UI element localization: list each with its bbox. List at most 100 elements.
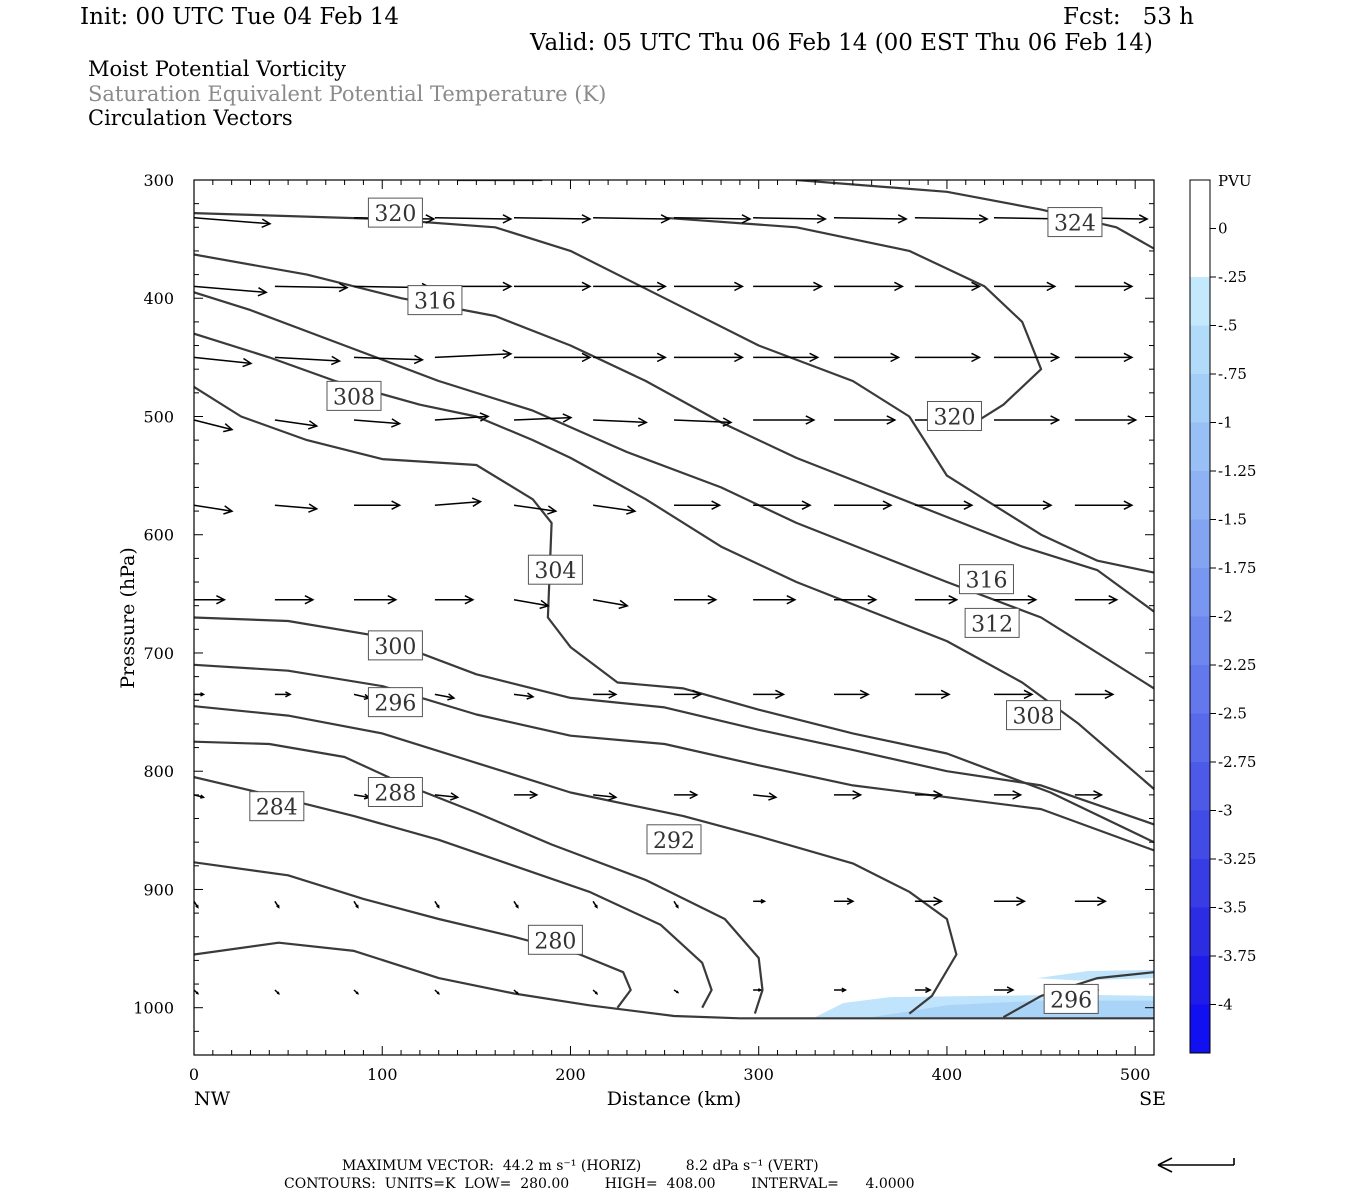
circulation-vector <box>593 419 647 424</box>
contour-label-box <box>646 824 702 855</box>
vector-head <box>1123 352 1134 363</box>
contour-info: CONTOURS: UNITS=K LOW= 280.00 HIGH= 408.… <box>284 1176 915 1192</box>
x-tick-label: 0 <box>189 1065 199 1084</box>
colorbar-swatch <box>1190 665 1210 714</box>
circulation-vector <box>833 217 907 220</box>
theta-contour <box>194 663 1154 852</box>
contour-label-text: 288 <box>374 782 416 807</box>
contour-label-box <box>1047 207 1103 238</box>
vector-head <box>1012 790 1023 800</box>
contour-label-box <box>326 380 382 411</box>
vector-head <box>786 595 797 605</box>
circulation-vector <box>193 217 271 225</box>
theta-contour <box>194 941 1154 1020</box>
contour-label: 296 <box>367 687 423 718</box>
vector-head <box>722 417 733 427</box>
x-tick-label: 400 <box>932 1065 963 1084</box>
contour-labels: 320 324 316 308 320 304 316 312 300 296 308 288 284 2… <box>249 197 1103 1014</box>
circulation-vector <box>353 693 370 699</box>
contour-label-box <box>249 791 305 822</box>
contour-label: 320 <box>367 197 423 228</box>
colorbar-label: -1.25 <box>1218 462 1256 480</box>
contour-label-text: 300 <box>374 635 416 660</box>
contour-label: 292 <box>646 824 702 855</box>
vector-head <box>741 214 752 224</box>
vector-head <box>618 599 629 610</box>
vector-head <box>886 415 897 425</box>
vector-head <box>1123 500 1134 510</box>
vector-head <box>223 423 234 433</box>
theta-contour <box>194 212 1154 574</box>
colorbar-swatch <box>1190 616 1210 666</box>
vector-head <box>562 413 573 423</box>
colorbar-label: -2.5 <box>1218 705 1247 723</box>
contour-label-text: 312 <box>971 612 1013 637</box>
plot-frame <box>193 179 1155 1056</box>
contour-label: 280 <box>527 924 583 955</box>
vector-head <box>338 282 349 293</box>
vector-head <box>809 352 820 363</box>
vector-head <box>971 281 982 292</box>
contour-label: 320 <box>926 400 982 431</box>
vector-head <box>1046 281 1057 292</box>
contour-label: 312 <box>964 607 1020 638</box>
vector-head <box>805 415 816 425</box>
colorbar-swatch <box>1190 907 1210 957</box>
theta-contour <box>194 705 958 1015</box>
vector-head <box>471 497 483 507</box>
contour-label-text: 316 <box>414 290 456 315</box>
vector-head <box>852 790 863 800</box>
theta-contour <box>664 216 1043 430</box>
vector-head <box>447 693 456 701</box>
circulation-vector <box>434 500 481 506</box>
circulation-vector <box>274 504 317 510</box>
vector-head <box>391 418 402 428</box>
circulation-vector <box>353 356 423 361</box>
vector-head <box>1093 790 1104 800</box>
vector-head <box>413 354 425 365</box>
vector-head <box>813 281 824 292</box>
vector-head <box>276 991 280 995</box>
circulation-vector <box>193 285 267 294</box>
colorbar-swatch <box>1190 471 1210 520</box>
contour-label-text: 308 <box>333 385 375 410</box>
nw-end-label: NW <box>194 1088 231 1110</box>
circulation-vector <box>513 599 549 607</box>
vector-head <box>940 689 951 700</box>
vector-head <box>581 352 592 363</box>
circulation-vector <box>592 599 628 607</box>
vector-head <box>581 214 592 224</box>
contour-label: 304 <box>527 554 583 585</box>
vector-head <box>768 792 778 801</box>
vector-head <box>425 214 436 224</box>
colorbar-title: PVU <box>1218 172 1252 190</box>
vector-head <box>1023 689 1034 700</box>
vector-head <box>963 500 974 510</box>
circulation-vector <box>513 217 591 220</box>
circulation-vector <box>914 217 988 220</box>
max-vector-note: MAXIMUM VECTOR: 44.2 m s⁻¹ (HORIZ) 8.2 d… <box>342 1158 819 1174</box>
vector-head <box>757 988 763 992</box>
vector-head <box>626 505 637 515</box>
y-tick-label: 600 <box>143 526 174 545</box>
circulation-vector <box>193 356 252 365</box>
contour-label: 296 <box>1043 983 1099 1014</box>
colorbar-swatch <box>1190 422 1210 472</box>
vector-head <box>195 991 199 995</box>
vector-head <box>971 352 982 363</box>
vector-head <box>304 595 315 605</box>
contour-label-box <box>926 400 982 431</box>
vector-head <box>897 214 908 224</box>
vector-head <box>200 794 206 799</box>
contour-label-text: 308 <box>1013 705 1055 730</box>
colorbar-swatch <box>1190 956 1210 1005</box>
colorbar-label: -1 <box>1218 414 1233 432</box>
colorbar-label: -2 <box>1218 608 1233 626</box>
circulation-vector <box>434 794 458 799</box>
vector-head <box>529 790 539 800</box>
vector-head <box>656 352 667 363</box>
contour-label-box <box>958 564 1014 595</box>
contour-label-box <box>367 197 423 228</box>
colorbar-swatch <box>1190 180 1210 229</box>
circulation-vector <box>274 419 317 427</box>
